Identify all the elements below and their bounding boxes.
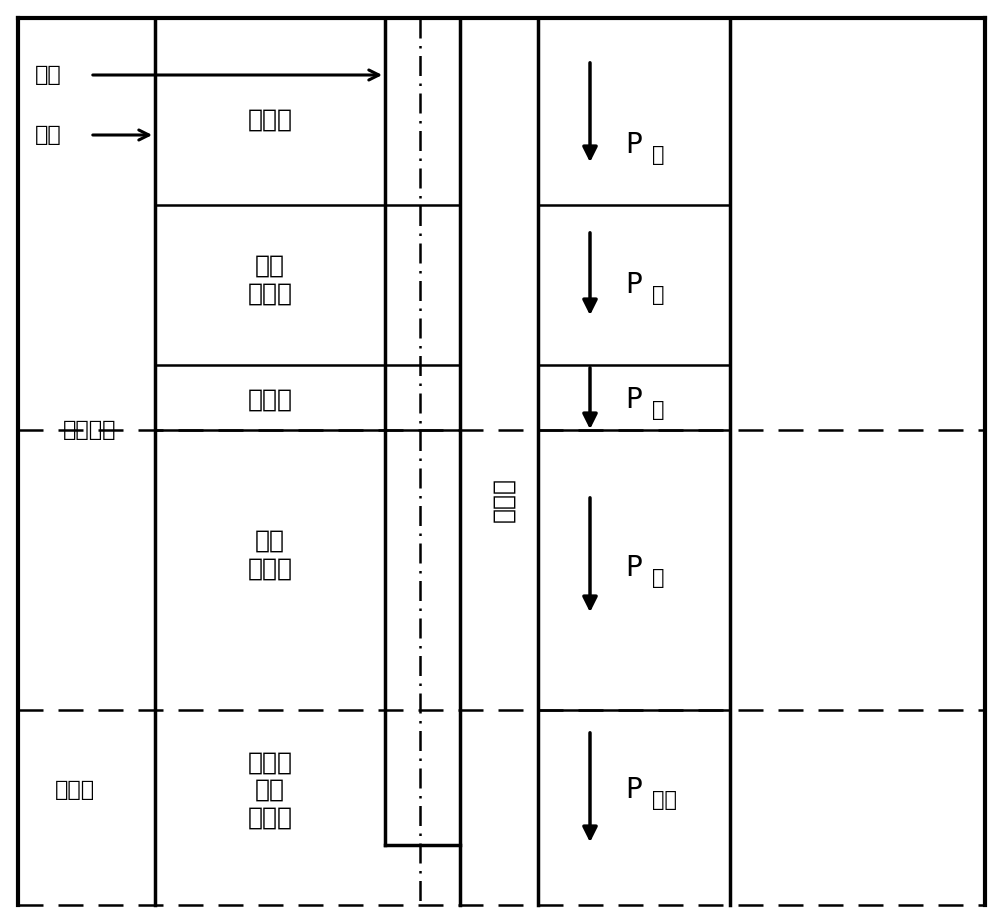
Text: P: P: [626, 131, 642, 159]
Text: 速失: 速失: [652, 790, 677, 810]
Text: 钒: 钒: [652, 145, 664, 165]
Text: 冲: 冲: [652, 400, 664, 420]
Text: P: P: [626, 271, 642, 299]
Text: P: P: [626, 776, 642, 804]
Text: P: P: [626, 554, 642, 582]
Text: 隔: 隔: [652, 285, 664, 305]
Text: 顶替液: 顶替液: [491, 477, 515, 522]
Text: 水泥返深: 水泥返深: [63, 420, 117, 440]
Text: 失重的
速凝
水泥浆: 失重的 速凝 水泥浆: [248, 750, 292, 830]
Text: 钒井液: 钒井液: [248, 108, 292, 132]
Text: P: P: [626, 386, 642, 414]
Text: 缓凝
水泥浆: 缓凝 水泥浆: [248, 529, 292, 581]
Text: 套管: 套管: [35, 65, 61, 85]
Text: 井壁: 井壁: [35, 125, 61, 145]
Text: 冲洗液: 冲洗液: [248, 388, 292, 412]
Text: 加重
隔离液: 加重 隔离液: [248, 254, 292, 306]
Text: 缓: 缓: [652, 568, 664, 588]
Text: 油气层: 油气层: [55, 780, 95, 800]
